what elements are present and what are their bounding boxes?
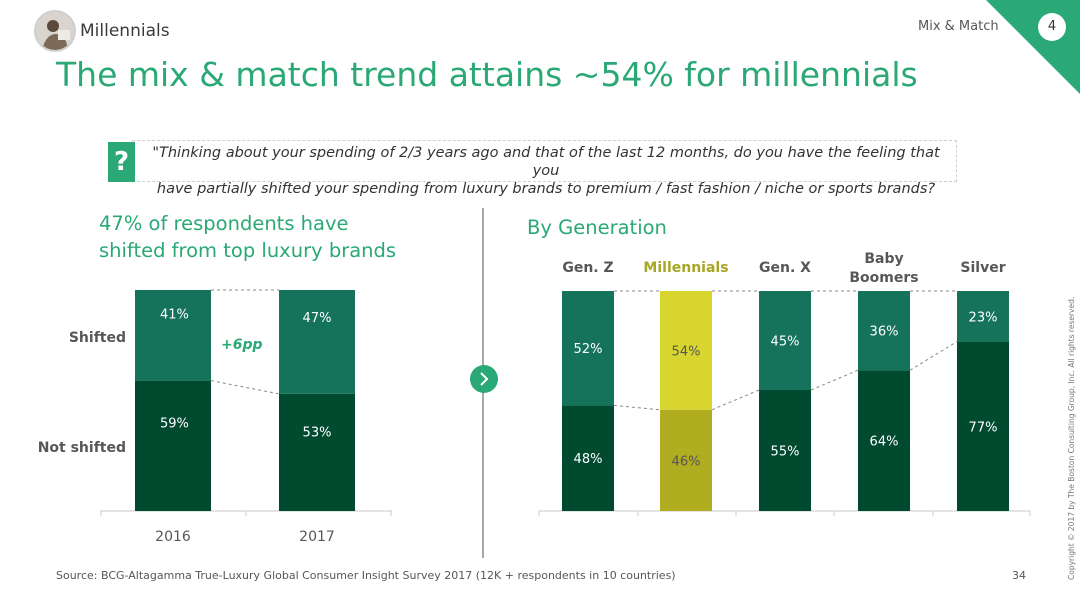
category-label-millennials: Millennials xyxy=(643,260,728,276)
data-label-not-shifted: 53% xyxy=(303,426,332,441)
copyright-note: Copyright © 2017 by The Boston Consultin… xyxy=(1067,296,1076,580)
question-line-2: have partially shifted your spending fro… xyxy=(156,181,936,197)
legend-shifted: Shifted xyxy=(69,330,126,346)
bar-lower-baby-boomers xyxy=(858,370,910,511)
bar-upper-gen-x xyxy=(759,291,811,390)
bar-upper-silver xyxy=(957,291,1009,342)
section-label: Millennials xyxy=(80,21,170,41)
bar-lower-gen-x xyxy=(759,390,811,511)
page-badge: 4 xyxy=(1038,13,1066,41)
left-heading-line-1: 47% of respondents have xyxy=(99,212,349,235)
bar-not-shifted-2016 xyxy=(135,380,211,511)
question-line-1: "Thinking about your spending of 2/3 yea… xyxy=(152,145,940,179)
data-label-lower: 77% xyxy=(969,420,998,435)
bar-upper-millennials xyxy=(660,291,712,410)
chevron-right-icon xyxy=(480,372,489,386)
left-heading: 47% of respondents have shifted from top… xyxy=(99,210,429,264)
source-note: Source: BCG-Altagamma True-Luxury Global… xyxy=(56,569,676,582)
data-label-lower: 55% xyxy=(771,445,800,460)
data-label-upper: 52% xyxy=(574,342,603,357)
connector-split xyxy=(909,341,958,371)
data-label-not-shifted: 59% xyxy=(160,417,189,432)
category-label-silver: Silver xyxy=(960,260,1005,276)
annotation-change: +6pp xyxy=(221,337,263,353)
legend-not-shifted: Not shifted xyxy=(38,440,126,456)
connector-split xyxy=(210,380,280,395)
bar-lower-millennials xyxy=(660,409,712,511)
data-label-shifted: 47% xyxy=(303,311,332,326)
left-heading-line-2: shifted from top luxury brands xyxy=(99,239,397,262)
bar-lower-gen-z xyxy=(562,405,614,511)
corner-triangle xyxy=(986,0,1080,94)
next-button[interactable] xyxy=(470,365,498,393)
category-label-gen-z: Gen. Z xyxy=(562,260,613,276)
question-text: "Thinking about your spending of 2/3 yea… xyxy=(140,144,952,198)
question-mark-icon: ? xyxy=(108,142,135,182)
bar-upper-gen-z xyxy=(562,291,614,406)
page-title: The mix & match trend attains ~54% for m… xyxy=(56,55,918,94)
data-label-upper: 36% xyxy=(870,325,899,340)
data-label-upper: 45% xyxy=(771,335,800,350)
x-tick-label: 2016 xyxy=(155,529,191,545)
x-tick-label: 2017 xyxy=(299,529,335,545)
bar-not-shifted-2017 xyxy=(279,393,355,511)
data-label-shifted: 41% xyxy=(160,308,189,323)
connector-split xyxy=(810,369,859,391)
category-label-gen-x: Gen. X xyxy=(759,260,811,276)
category-label-baby-boomers: Baby Boomers xyxy=(849,251,918,286)
chart-overall: 41% 59% 2016 47% 53% 2017 Shifted Not shifted +6… xyxy=(38,289,392,545)
bar-shifted-2017 xyxy=(279,290,355,394)
avatar xyxy=(34,10,76,52)
data-label-lower: 46% xyxy=(672,454,701,469)
data-label-lower: 48% xyxy=(574,452,603,467)
chart-by-generation: 52% 48% Gen. Z 54% 46% Millennials 45% 55% Gen. … xyxy=(538,251,1031,516)
connector-split xyxy=(613,404,661,411)
right-heading: By Generation xyxy=(527,216,667,239)
page-number: 34 xyxy=(1012,569,1026,582)
data-label-upper: 54% xyxy=(672,344,701,359)
connector-split xyxy=(711,389,760,411)
bar-lower-silver xyxy=(957,341,1009,511)
data-label-lower: 64% xyxy=(870,435,899,450)
bar-shifted-2016 xyxy=(135,290,211,381)
topic-label: Mix & Match xyxy=(918,19,999,34)
data-label-upper: 23% xyxy=(969,310,998,325)
bar-upper-baby-boomers xyxy=(858,291,910,371)
